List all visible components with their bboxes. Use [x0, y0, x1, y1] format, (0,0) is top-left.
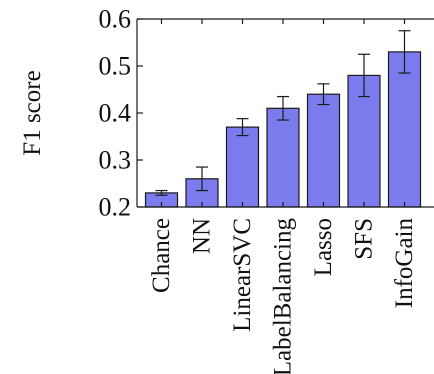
error-bars-layer — [155, 30, 411, 196]
x-category-label: NN — [189, 218, 216, 254]
bar-infogain — [387, 51, 422, 208]
x-axis: Chance NN LinearSVC LabelBalancing Lasso SFS I… — [148, 19, 418, 374]
x-category-label: Chance — [148, 218, 175, 293]
bars-layer — [144, 51, 422, 208]
y-tick-label: 0.2 — [99, 193, 132, 222]
x-category-label: Lasso — [310, 218, 337, 276]
y-tick-label: 0.5 — [99, 52, 132, 81]
x-category-label: LabelBalancing — [270, 218, 297, 374]
y-tick-label: 0.6 — [99, 5, 132, 34]
x-category-label: LinearSVC — [229, 218, 256, 332]
y-axis: 0.2 0.3 0.4 0.5 0.6 — [99, 5, 143, 222]
plot-frame — [136, 18, 434, 208]
x-category-label: SFS — [351, 218, 378, 260]
bar-lasso — [306, 93, 341, 208]
y-tick-label: 0.4 — [99, 99, 132, 128]
y-axis-title: F1 score — [19, 70, 46, 155]
bar-linearsvc — [225, 126, 260, 208]
x-category-label: InfoGain — [391, 218, 418, 309]
y-tick-label: 0.3 — [99, 146, 132, 175]
bar-labelbalancing — [266, 107, 300, 208]
